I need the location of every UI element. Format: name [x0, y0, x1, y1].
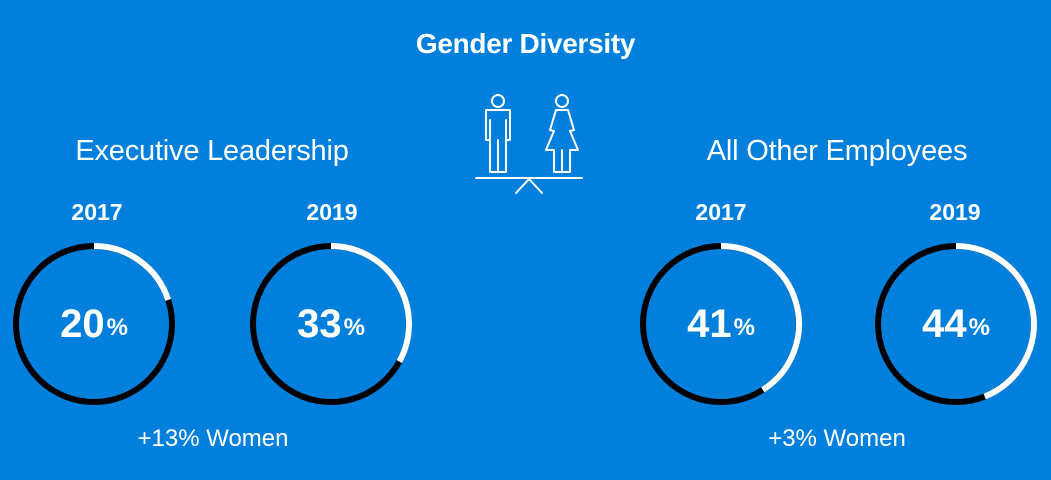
- ring-women-arc: [955, 243, 1037, 400]
- group-label-employees: All Other Employees: [706, 135, 968, 167]
- ring-women-arc: [93, 243, 172, 301]
- year-label: 2017: [71, 199, 123, 225]
- change-label: +3% Women: [768, 425, 906, 452]
- ring-women-arc: [330, 243, 412, 364]
- ring-value: 41%: [639, 242, 803, 406]
- change-label: +13% Women: [137, 425, 289, 452]
- man-icon: [485, 94, 511, 173]
- woman-icon: [545, 94, 579, 173]
- donut-chart: 41%: [639, 242, 803, 406]
- donut-chart: 33%: [249, 242, 413, 406]
- ring-value-unit: %: [106, 314, 128, 341]
- ring-value: 44%: [874, 242, 1038, 406]
- year-label: 2017: [695, 199, 747, 225]
- ring-value-number: 33: [297, 301, 342, 346]
- ring-value-unit: %: [733, 314, 755, 341]
- year-label: 2019: [929, 199, 981, 225]
- donut-chart: 20%: [12, 242, 176, 406]
- balance-scale-icon: [475, 94, 583, 194]
- ring-value-unit: %: [968, 314, 990, 341]
- ring-women-arc: [720, 243, 802, 393]
- donut-chart: 44%: [874, 242, 1038, 406]
- ring-value-number: 44: [922, 301, 967, 346]
- group-label-executive: Executive Leadership: [75, 135, 349, 167]
- ring-value: 20%: [12, 242, 176, 406]
- ring-value-unit: %: [343, 314, 365, 341]
- ring-value-number: 41: [687, 301, 732, 346]
- page-title: Gender Diversity: [415, 28, 636, 59]
- ring-value: 33%: [249, 242, 413, 406]
- year-label: 2019: [306, 199, 358, 225]
- ring-value-number: 20: [60, 301, 105, 346]
